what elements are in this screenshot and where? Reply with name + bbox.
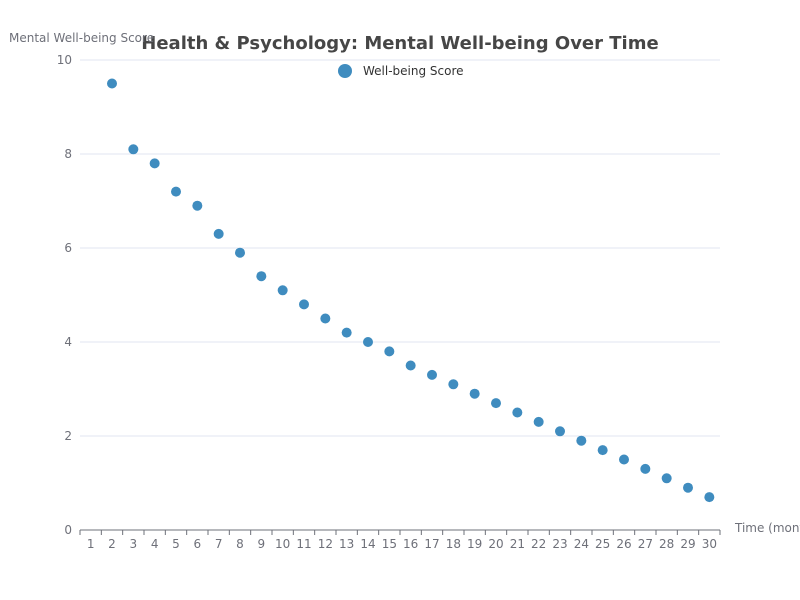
x-tick-label: 9 bbox=[258, 537, 266, 551]
data-point bbox=[491, 398, 501, 409]
x-tick-label: 21 bbox=[510, 537, 525, 551]
data-points bbox=[107, 78, 715, 503]
x-tick-label: 24 bbox=[574, 537, 589, 551]
x-tick-label: 23 bbox=[552, 537, 567, 551]
data-point bbox=[555, 426, 565, 437]
y-tick-label: 10 bbox=[57, 53, 72, 67]
data-point bbox=[683, 482, 693, 493]
y-tick-label: 2 bbox=[64, 429, 72, 443]
x-tick-label: 14 bbox=[360, 537, 375, 551]
x-tick-label: 13 bbox=[339, 537, 354, 551]
data-point bbox=[149, 158, 160, 169]
legend-marker-icon bbox=[338, 64, 352, 78]
x-tick-label: 5 bbox=[172, 537, 180, 551]
y-axis: 0 2 4 6 8 10 bbox=[57, 53, 72, 537]
x-tick-label: 8 bbox=[236, 537, 244, 551]
x-tick-label: 6 bbox=[194, 537, 202, 551]
x-tick-label: 1 bbox=[87, 537, 95, 551]
data-point bbox=[640, 463, 651, 474]
x-tick-label: 11 bbox=[296, 537, 311, 551]
x-tick-label: 22 bbox=[531, 537, 546, 551]
data-point bbox=[341, 327, 352, 338]
data-point bbox=[256, 271, 267, 282]
data-point bbox=[469, 388, 480, 399]
data-point bbox=[704, 492, 715, 503]
x-tick-label: 17 bbox=[424, 537, 439, 551]
data-point bbox=[320, 313, 331, 324]
x-tick-label: 30 bbox=[702, 537, 717, 551]
legend[interactable]: Well-being Score bbox=[338, 64, 464, 78]
x-tick-label: 27 bbox=[638, 537, 653, 551]
x-tick-label: 10 bbox=[275, 537, 290, 551]
data-point bbox=[235, 247, 245, 258]
data-point bbox=[619, 454, 629, 465]
data-point bbox=[448, 379, 459, 390]
y-tick-label: 8 bbox=[64, 147, 72, 161]
x-tick-label: 2 bbox=[108, 537, 116, 551]
data-point bbox=[384, 346, 395, 357]
data-point bbox=[427, 369, 437, 380]
x-tick-label: 12 bbox=[318, 537, 333, 551]
data-point bbox=[512, 407, 523, 418]
y-tick-label: 0 bbox=[64, 523, 72, 537]
x-tick-label: 7 bbox=[215, 537, 223, 551]
y-tick-label: 6 bbox=[64, 241, 72, 255]
data-point bbox=[576, 435, 587, 446]
grid-lines bbox=[80, 59, 720, 437]
x-tick-label: 3 bbox=[130, 537, 138, 551]
data-point bbox=[363, 337, 373, 347]
x-axis: 1 2 3 4 5 6 7 8 9 10 11 12 13 14 15 16 17 18 19 20 21 22 23 24 2… bbox=[79, 529, 721, 551]
data-point bbox=[597, 445, 608, 456]
x-axis-label: Time (months) bbox=[734, 521, 800, 535]
legend-label: Well-being Score bbox=[363, 64, 464, 78]
x-tick-label: 19 bbox=[467, 537, 482, 551]
x-tick-label: 15 bbox=[382, 537, 397, 551]
y-tick-label: 4 bbox=[64, 335, 72, 349]
data-point bbox=[128, 144, 139, 155]
x-tick-label: 16 bbox=[403, 537, 418, 551]
y-axis-label: Mental Well-being Score bbox=[9, 31, 154, 45]
data-point bbox=[299, 299, 309, 310]
x-tick-label: 4 bbox=[151, 537, 159, 551]
x-tick-label: 25 bbox=[595, 537, 610, 551]
x-tick-label: 20 bbox=[488, 537, 503, 551]
x-tick-label: 29 bbox=[680, 537, 695, 551]
data-point bbox=[405, 360, 416, 371]
data-point bbox=[277, 285, 288, 296]
x-tick-label: 18 bbox=[446, 537, 461, 551]
data-point bbox=[192, 200, 203, 211]
chart-title: Health & Psychology: Mental Well-being O… bbox=[141, 33, 658, 54]
data-point bbox=[107, 78, 117, 89]
x-tick-label: 28 bbox=[659, 537, 674, 551]
x-tick-label: 26 bbox=[616, 537, 631, 551]
data-point bbox=[661, 473, 672, 484]
data-point bbox=[171, 186, 181, 197]
data-point bbox=[533, 416, 544, 427]
data-point bbox=[213, 228, 224, 239]
